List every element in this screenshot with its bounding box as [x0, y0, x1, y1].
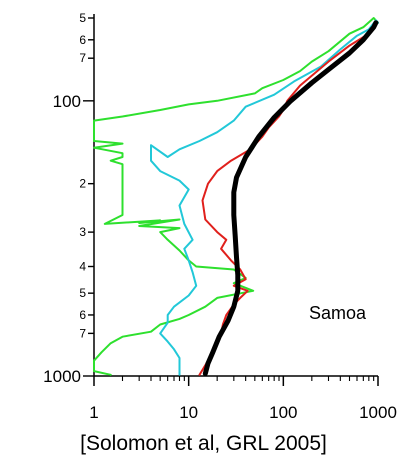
x-tick-label: 1	[89, 403, 98, 422]
x-tick-label: 1000	[359, 403, 397, 422]
profile-chart: 5 6 7 100 2 3 4 5 6 7 1000 1 10 100 1000 Samoa	[43, 11, 397, 422]
y-tick-label: 5	[79, 11, 86, 25]
y-tick-label: 5	[79, 286, 86, 300]
y-tick-label: 1000	[43, 367, 81, 386]
y-tick-label: 7	[79, 326, 86, 340]
y-tick-label: 100	[53, 92, 81, 111]
series-layer	[93, 17, 379, 377]
citation-caption: [Solomon et al, GRL 2005]	[80, 432, 327, 455]
y-tick-label: 7	[79, 51, 86, 65]
axis-ticks: 5 6 7 100 2 3 4 5 6 7 1000 1 10 100 1000	[43, 11, 397, 422]
y-tick-label: 4	[79, 260, 86, 274]
station-annotation: Samoa	[309, 303, 367, 323]
y-tick-label: 2	[79, 177, 86, 191]
y-tick-label: 3	[79, 225, 86, 239]
x-tick-label: 10	[179, 403, 198, 422]
x-tick-label: 100	[269, 403, 297, 422]
series-line-3	[93, 17, 379, 376]
y-tick-label: 6	[79, 308, 86, 322]
y-tick-label: 6	[79, 33, 86, 47]
series-line-0	[202, 20, 379, 377]
series-line-2	[150, 19, 379, 376]
